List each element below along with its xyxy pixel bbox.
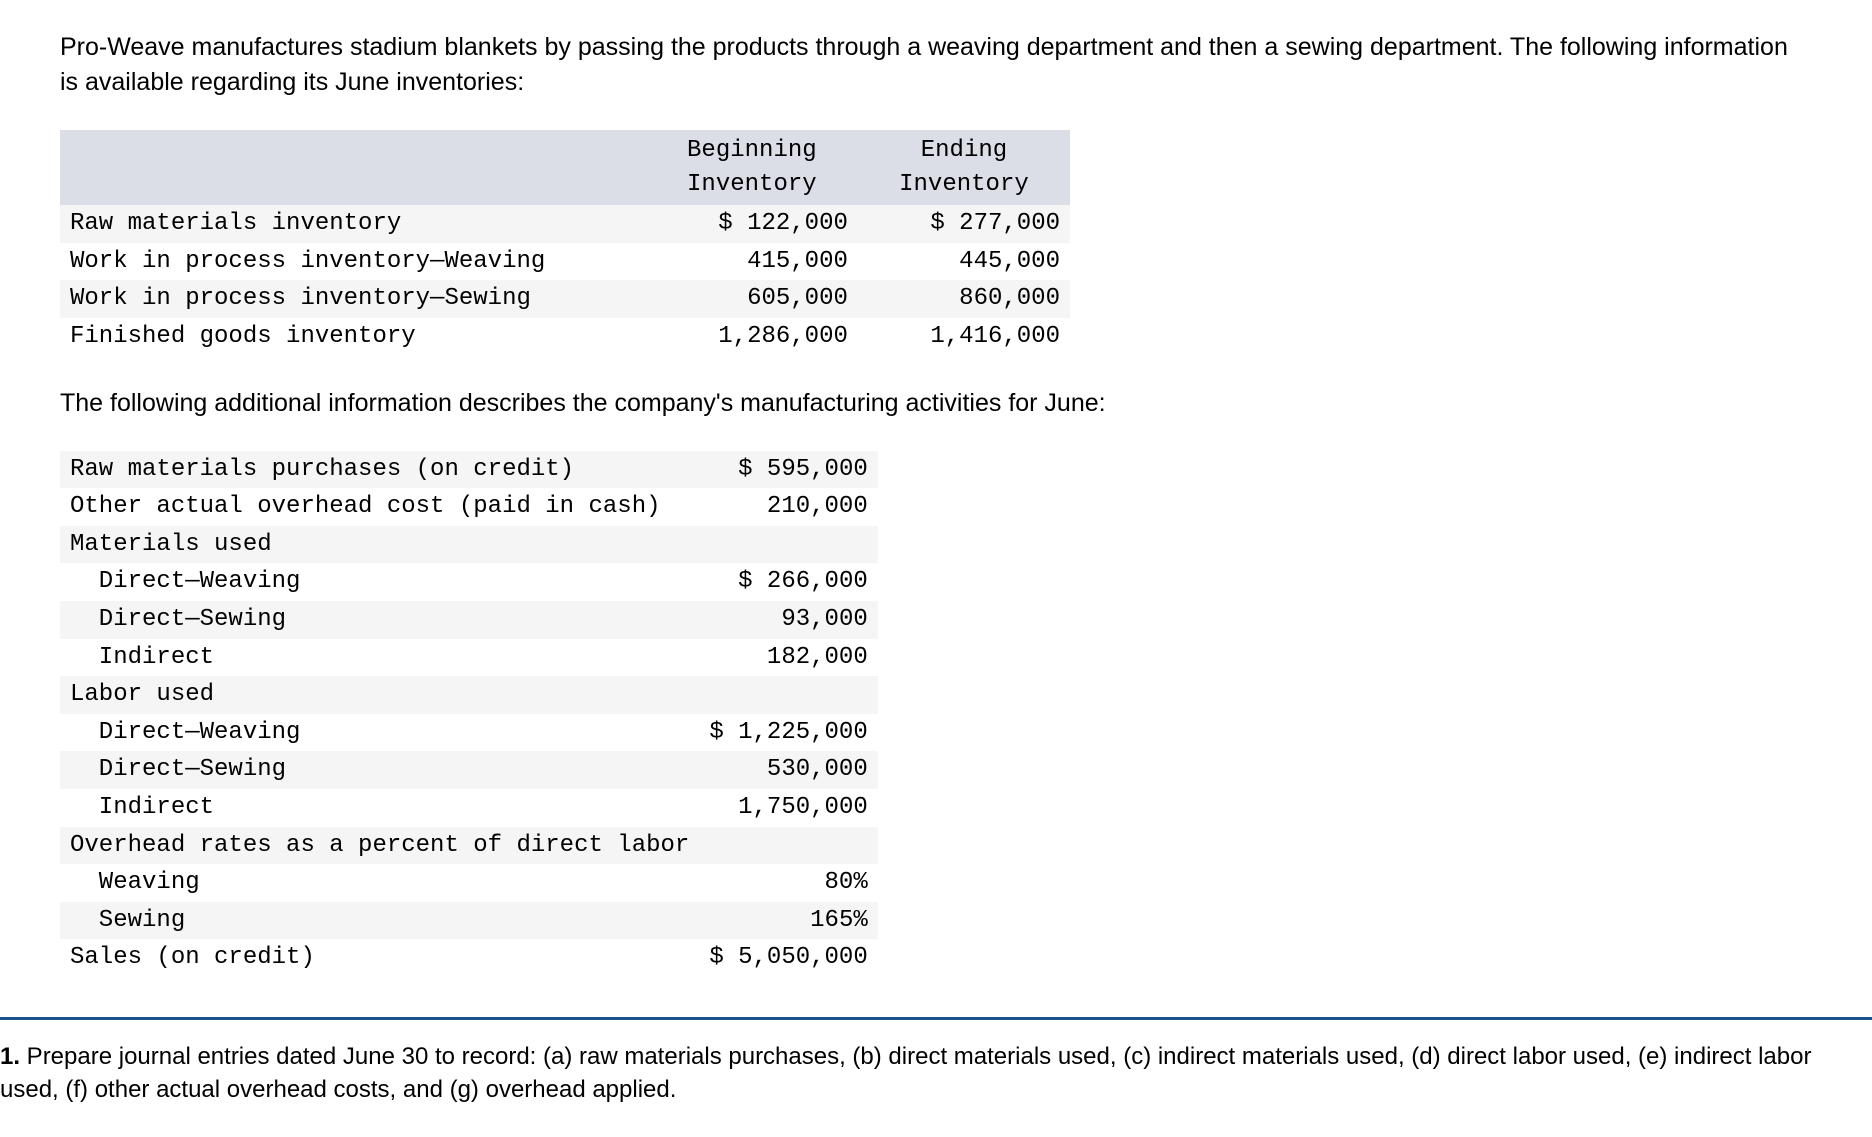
row-label: Labor used bbox=[60, 676, 699, 714]
table-row: Direct—Weaving$ 1,225,000 bbox=[60, 714, 878, 752]
row-val: 530,000 bbox=[699, 751, 877, 789]
row-val: $ 595,000 bbox=[699, 451, 877, 489]
header-beginning-line1: Beginning bbox=[687, 137, 817, 164]
row-beg: $ 122,000 bbox=[646, 205, 858, 243]
row-end: 445,000 bbox=[858, 243, 1070, 281]
row-val bbox=[699, 676, 877, 714]
row-label: Indirect bbox=[60, 639, 699, 677]
row-val: 93,000 bbox=[699, 601, 877, 639]
table-row: Materials used bbox=[60, 526, 878, 564]
divider-line bbox=[0, 1017, 1872, 1020]
table-row: Raw materials purchases (on credit)$ 595… bbox=[60, 451, 878, 489]
row-label: Other actual overhead cost (paid in cash… bbox=[60, 488, 699, 526]
row-val: 165% bbox=[699, 902, 877, 940]
inventory-table-header-row: Beginning Inventory Ending Inventory bbox=[60, 130, 1070, 205]
row-label: Sales (on credit) bbox=[60, 939, 699, 977]
table-row: Indirect1,750,000 bbox=[60, 789, 878, 827]
row-end: $ 277,000 bbox=[858, 205, 1070, 243]
row-beg: 1,286,000 bbox=[646, 318, 858, 356]
question-number: 1. bbox=[0, 1043, 20, 1070]
table-row: Other actual overhead cost (paid in cash… bbox=[60, 488, 878, 526]
table-row: Sewing165% bbox=[60, 902, 878, 940]
row-val: $ 1,225,000 bbox=[699, 714, 877, 752]
intro-paragraph: Pro-Weave manufactures stadium blankets … bbox=[60, 30, 1812, 100]
row-label: Finished goods inventory bbox=[60, 318, 646, 356]
table-row: Raw materials inventory $ 122,000 $ 277,… bbox=[60, 205, 1070, 243]
row-label: Materials used bbox=[60, 526, 699, 564]
row-label: Direct—Sewing bbox=[60, 751, 699, 789]
table-row: Sales (on credit)$ 5,050,000 bbox=[60, 939, 878, 977]
row-val: 182,000 bbox=[699, 639, 877, 677]
row-label: Sewing bbox=[60, 902, 699, 940]
row-label: Direct—Sewing bbox=[60, 601, 699, 639]
table-row: Indirect182,000 bbox=[60, 639, 878, 677]
row-label: Work in process inventory—Sewing bbox=[60, 280, 646, 318]
row-label: Raw materials purchases (on credit) bbox=[60, 451, 699, 489]
row-val: 210,000 bbox=[699, 488, 877, 526]
row-label: Raw materials inventory bbox=[60, 205, 646, 243]
row-label: Direct—Weaving bbox=[60, 563, 699, 601]
row-label: Weaving bbox=[60, 864, 699, 902]
row-val bbox=[699, 526, 877, 564]
table-row: Labor used bbox=[60, 676, 878, 714]
row-val: $ 266,000 bbox=[699, 563, 877, 601]
table-row: Direct—Weaving$ 266,000 bbox=[60, 563, 878, 601]
header-blank bbox=[60, 130, 646, 205]
row-label: Overhead rates as a percent of direct la… bbox=[60, 827, 699, 865]
mid-paragraph: The following additional information des… bbox=[60, 386, 1812, 421]
table-row: Work in process inventory—Weaving 415,00… bbox=[60, 243, 1070, 281]
header-ending-line1: Ending bbox=[921, 137, 1007, 164]
row-beg: 605,000 bbox=[646, 280, 858, 318]
inventory-table: Beginning Inventory Ending Inventory Raw… bbox=[60, 130, 1070, 356]
table-row: Finished goods inventory 1,286,000 1,416… bbox=[60, 318, 1070, 356]
header-beginning: Beginning Inventory bbox=[646, 130, 858, 205]
header-ending-line2: Inventory bbox=[899, 171, 1029, 198]
header-beginning-line2: Inventory bbox=[687, 171, 817, 198]
table-row: Direct—Sewing530,000 bbox=[60, 751, 878, 789]
row-label: Direct—Weaving bbox=[60, 714, 699, 752]
question-text: Prepare journal entries dated June 30 to… bbox=[0, 1043, 1811, 1104]
row-val: 80% bbox=[699, 864, 877, 902]
row-end: 1,416,000 bbox=[858, 318, 1070, 356]
row-beg: 415,000 bbox=[646, 243, 858, 281]
row-label: Indirect bbox=[60, 789, 699, 827]
activities-table: Raw materials purchases (on credit)$ 595… bbox=[60, 451, 878, 977]
table-row: Direct—Sewing93,000 bbox=[60, 601, 878, 639]
question-paragraph: 1. Prepare journal entries dated June 30… bbox=[0, 1040, 1812, 1107]
table-row: Overhead rates as a percent of direct la… bbox=[60, 827, 878, 865]
header-ending: Ending Inventory bbox=[858, 130, 1070, 205]
table-row: Weaving80% bbox=[60, 864, 878, 902]
row-end: 860,000 bbox=[858, 280, 1070, 318]
row-label: Work in process inventory—Weaving bbox=[60, 243, 646, 281]
table-row: Work in process inventory—Sewing 605,000… bbox=[60, 280, 1070, 318]
row-val bbox=[699, 827, 877, 865]
row-val: $ 5,050,000 bbox=[699, 939, 877, 977]
row-val: 1,750,000 bbox=[699, 789, 877, 827]
